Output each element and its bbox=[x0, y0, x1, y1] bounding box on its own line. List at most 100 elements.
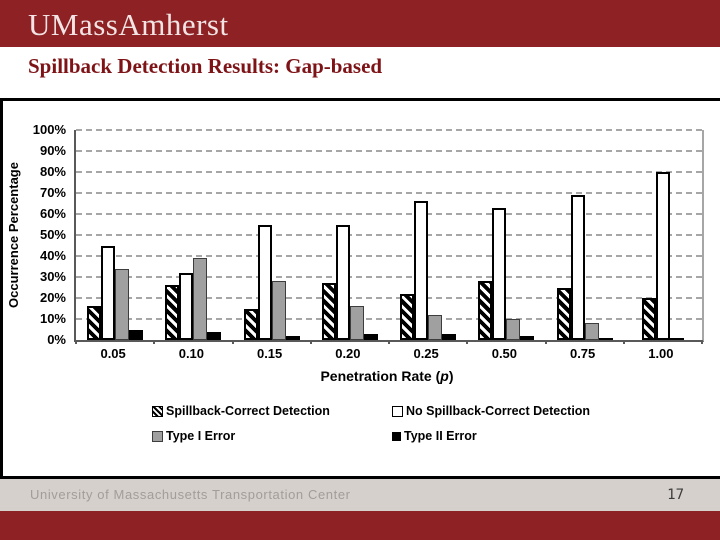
bar-white-0.15 bbox=[257, 224, 272, 340]
legend-item-black: Type II Error bbox=[392, 429, 590, 443]
gridline bbox=[76, 192, 702, 194]
legend-label: Type II Error bbox=[404, 429, 477, 443]
content-left-border bbox=[0, 98, 3, 479]
gridline bbox=[76, 213, 702, 215]
x-axis-title-suffix: ) bbox=[448, 368, 454, 384]
footer-text: University of Massachusetts Transportati… bbox=[30, 487, 351, 502]
legend-marker-hatched-icon bbox=[152, 405, 163, 417]
bar-group-0.50 bbox=[467, 130, 545, 340]
legend-label: No Spillback-Correct Detection bbox=[406, 404, 591, 418]
x-tick-label: 1.00 bbox=[648, 346, 674, 361]
y-tick-label: 50% bbox=[39, 227, 66, 242]
gridline bbox=[76, 234, 702, 236]
plot-area bbox=[74, 129, 704, 344]
bar-black-0.20 bbox=[363, 333, 378, 340]
gridline bbox=[76, 318, 702, 320]
bar-group-0.15 bbox=[233, 130, 311, 340]
legend-item-hatched: Spillback-Correct Detection bbox=[152, 404, 392, 418]
x-axis-title-text: Penetration Rate ( bbox=[320, 368, 441, 384]
bar-group-0.05 bbox=[76, 130, 154, 340]
header-band: UMassAmherst bbox=[0, 0, 720, 47]
gridline bbox=[76, 129, 702, 131]
bar-gray-0.50 bbox=[506, 319, 521, 340]
legend-marker-gray-icon bbox=[152, 430, 163, 442]
x-tick-label: 0.20 bbox=[335, 346, 361, 361]
x-axis-tick-mark bbox=[153, 340, 156, 344]
gridline bbox=[76, 171, 702, 173]
page-number: 17 bbox=[667, 487, 684, 503]
y-tick-label: 100% bbox=[32, 122, 66, 137]
bar-black-1.00 bbox=[669, 337, 684, 340]
footer: University of Massachusetts Transportati… bbox=[0, 479, 720, 511]
bar-group-0.20 bbox=[311, 130, 389, 340]
umass-logo: UMassAmherst bbox=[28, 7, 229, 42]
x-axis-tick-mark bbox=[466, 340, 469, 344]
x-tick-label: 0.75 bbox=[569, 346, 596, 361]
y-tick-label: 80% bbox=[39, 164, 66, 179]
x-tick-label: 0.15 bbox=[256, 346, 283, 361]
y-axis-ticks: 100% 90% 80% 70% 60% 50% 40% 30% 20% 10% 0% bbox=[0, 0, 66, 400]
bar-hatched-0.20 bbox=[321, 283, 336, 340]
gridline bbox=[76, 255, 702, 257]
bar-white-0.20 bbox=[335, 224, 350, 340]
legend-item-gray: Type I Error bbox=[152, 429, 392, 443]
x-axis-ticks: 0.05 0.10 0.15 0.20 0.25 0.50 0.75 1.00 bbox=[74, 346, 700, 362]
x-tick-label: 0.25 bbox=[413, 346, 439, 361]
x-tick-label: 0.50 bbox=[491, 346, 518, 361]
y-tick-label: 20% bbox=[39, 290, 66, 305]
bar-group-0.75 bbox=[546, 130, 624, 340]
bar-gray-0.75 bbox=[584, 323, 599, 340]
bar-hatched-0.50 bbox=[478, 281, 493, 340]
bar-white-0.75 bbox=[570, 195, 585, 340]
legend-item-white: No Spillback-Correct Detection bbox=[392, 404, 590, 418]
divider-top bbox=[0, 98, 720, 101]
x-axis-tick-mark bbox=[231, 340, 234, 344]
bar-white-1.00 bbox=[655, 172, 670, 340]
bar-hatched-1.00 bbox=[641, 298, 656, 340]
divider-bottom bbox=[0, 476, 720, 479]
bar-group-0.10 bbox=[154, 130, 232, 340]
bar-gray-0.10 bbox=[193, 258, 208, 340]
legend-label: Type I Error bbox=[166, 429, 236, 443]
y-tick-label: 40% bbox=[39, 248, 66, 263]
x-axis-title-variable: p bbox=[440, 368, 449, 384]
bar-black-0.75 bbox=[598, 337, 613, 340]
bar-hatched-0.10 bbox=[165, 285, 180, 340]
bar-black-0.25 bbox=[442, 333, 457, 340]
legend-marker-white-icon bbox=[392, 405, 403, 417]
y-tick-label: 60% bbox=[39, 206, 66, 221]
y-tick-label: 90% bbox=[39, 143, 66, 158]
bar-white-0.50 bbox=[492, 207, 507, 340]
bar-hatched-0.25 bbox=[400, 293, 415, 340]
legend-marker-black-icon bbox=[392, 431, 401, 441]
x-axis-tick-mark bbox=[388, 340, 390, 344]
gridline bbox=[76, 276, 702, 278]
x-tick-label: 0.05 bbox=[100, 346, 126, 361]
y-tick-label: 70% bbox=[39, 185, 66, 200]
y-tick-label: 10% bbox=[39, 311, 66, 326]
x-axis-tick-mark bbox=[75, 340, 77, 344]
page-title: Spillback Detection Results: Gap-based bbox=[28, 54, 383, 78]
bar-black-0.15 bbox=[285, 335, 300, 340]
bar-gray-0.15 bbox=[271, 281, 286, 340]
x-axis-tick-mark bbox=[622, 340, 625, 344]
x-axis-tick-mark bbox=[309, 340, 312, 344]
legend-label: Spillback-Correct Detection bbox=[166, 404, 330, 418]
x-axis-tick-mark bbox=[544, 340, 547, 344]
chart-legend: Spillback-Correct Detection No Spillback-… bbox=[152, 404, 590, 443]
gridline bbox=[76, 150, 702, 152]
y-tick-label: 0% bbox=[47, 332, 66, 347]
bar-white-0.05 bbox=[101, 245, 116, 340]
bar-gray-0.20 bbox=[349, 306, 364, 340]
bottom-band bbox=[0, 511, 720, 540]
x-tick-label: 0.10 bbox=[178, 346, 205, 361]
x-axis-tick-mark bbox=[701, 340, 703, 344]
bar-group-0.25 bbox=[389, 130, 467, 340]
bar-gray-0.25 bbox=[428, 314, 443, 340]
bar-gray-0.05 bbox=[115, 268, 130, 340]
x-axis-title: Penetration Rate (p) bbox=[74, 368, 700, 384]
bar-hatched-0.15 bbox=[243, 308, 258, 340]
bar-black-0.10 bbox=[207, 331, 222, 340]
bar-black-0.05 bbox=[129, 329, 144, 340]
bar-hatched-0.75 bbox=[556, 287, 571, 340]
